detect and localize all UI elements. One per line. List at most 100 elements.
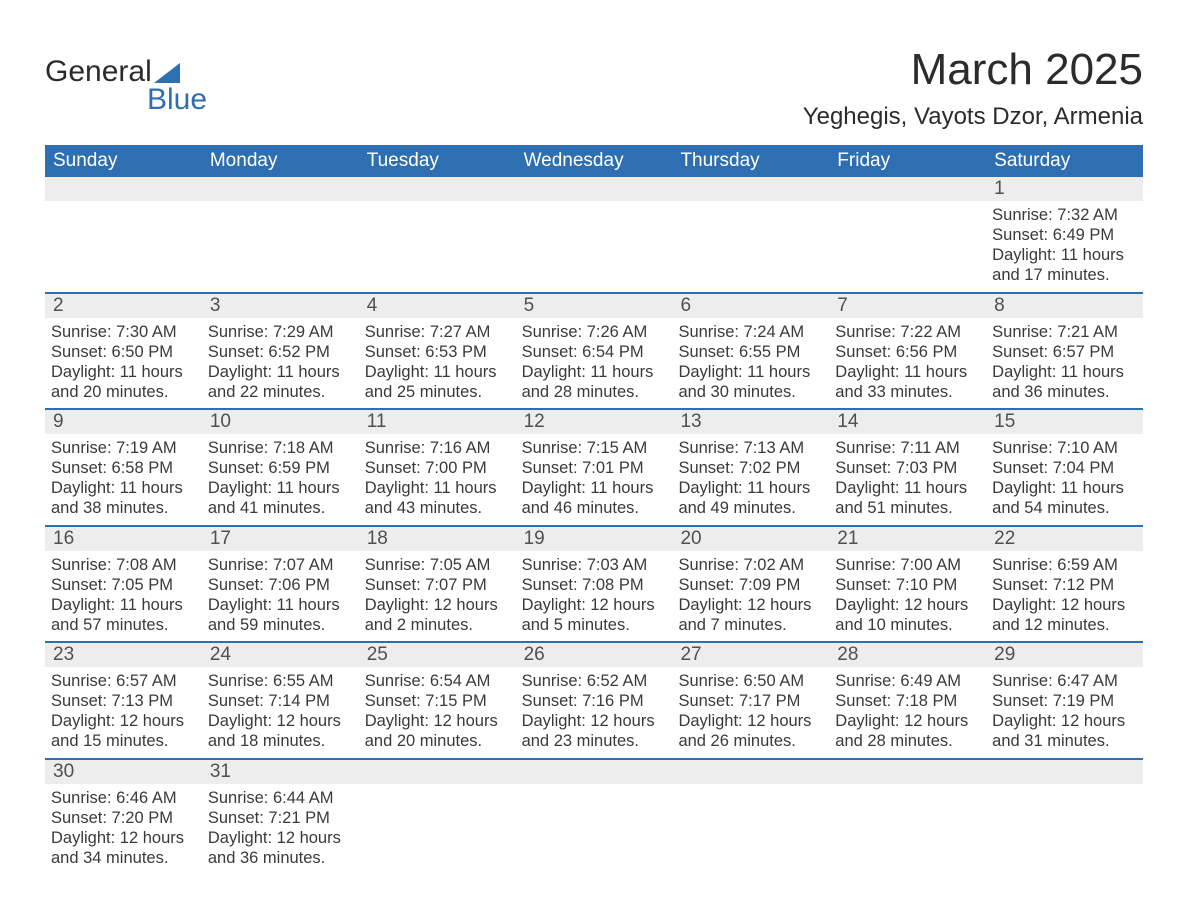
day-cell: 16Sunrise: 7:08 AMSunset: 7:05 PMDayligh… <box>45 527 202 642</box>
day-cell <box>516 177 673 292</box>
sunrise-text: Sunrise: 6:57 AM <box>51 671 196 691</box>
sunset-text: Sunset: 6:49 PM <box>992 225 1137 245</box>
day-cell: 23Sunrise: 6:57 AMSunset: 7:13 PMDayligh… <box>45 643 202 758</box>
day-details: Sunrise: 6:46 AMSunset: 7:20 PMDaylight:… <box>45 784 202 875</box>
sunset-text: Sunset: 7:10 PM <box>835 575 980 595</box>
day-cell <box>516 760 673 875</box>
day-details: Sunrise: 7:22 AMSunset: 6:56 PMDaylight:… <box>829 318 986 409</box>
day-number: 31 <box>202 760 359 784</box>
day-number: 8 <box>986 294 1143 318</box>
day-number: 20 <box>672 527 829 551</box>
sunset-text: Sunset: 7:08 PM <box>522 575 667 595</box>
day-cell <box>829 760 986 875</box>
day-number: 9 <box>45 410 202 434</box>
day-cell <box>359 177 516 292</box>
daylight-text: Daylight: 12 hours and 5 minutes. <box>522 595 667 635</box>
week-row: 16Sunrise: 7:08 AMSunset: 7:05 PMDayligh… <box>45 525 1143 642</box>
sunrise-text: Sunrise: 7:00 AM <box>835 555 980 575</box>
day-number: 17 <box>202 527 359 551</box>
sunset-text: Sunset: 7:15 PM <box>365 691 510 711</box>
day-number: 16 <box>45 527 202 551</box>
sunset-text: Sunset: 6:59 PM <box>208 458 353 478</box>
day-number: 25 <box>359 643 516 667</box>
day-details: Sunrise: 6:47 AMSunset: 7:19 PMDaylight:… <box>986 667 1143 758</box>
day-number: 1 <box>986 177 1143 201</box>
logo-word1: General <box>45 55 152 89</box>
day-cell: 9Sunrise: 7:19 AMSunset: 6:58 PMDaylight… <box>45 410 202 525</box>
sunset-text: Sunset: 7:16 PM <box>522 691 667 711</box>
day-cell: 27Sunrise: 6:50 AMSunset: 7:17 PMDayligh… <box>672 643 829 758</box>
sunset-text: Sunset: 6:56 PM <box>835 342 980 362</box>
day-details: Sunrise: 7:21 AMSunset: 6:57 PMDaylight:… <box>986 318 1143 409</box>
day-details: Sunrise: 7:05 AMSunset: 7:07 PMDaylight:… <box>359 551 516 642</box>
daylight-text: Daylight: 12 hours and 7 minutes. <box>678 595 823 635</box>
day-details: Sunrise: 7:19 AMSunset: 6:58 PMDaylight:… <box>45 434 202 525</box>
sunrise-text: Sunrise: 7:07 AM <box>208 555 353 575</box>
sunset-text: Sunset: 7:14 PM <box>208 691 353 711</box>
sunrise-text: Sunrise: 7:21 AM <box>992 322 1137 342</box>
sunset-text: Sunset: 7:18 PM <box>835 691 980 711</box>
daylight-text: Daylight: 11 hours and 59 minutes. <box>208 595 353 635</box>
sunrise-text: Sunrise: 7:03 AM <box>522 555 667 575</box>
sunset-text: Sunset: 7:12 PM <box>992 575 1137 595</box>
sunrise-text: Sunrise: 6:59 AM <box>992 555 1137 575</box>
sunset-text: Sunset: 6:52 PM <box>208 342 353 362</box>
day-number: 21 <box>829 527 986 551</box>
day-number: 15 <box>986 410 1143 434</box>
sunset-text: Sunset: 6:50 PM <box>51 342 196 362</box>
sunrise-text: Sunrise: 7:24 AM <box>678 322 823 342</box>
daylight-text: Daylight: 11 hours and 17 minutes. <box>992 245 1137 285</box>
sunset-text: Sunset: 7:13 PM <box>51 691 196 711</box>
day-cell: 29Sunrise: 6:47 AMSunset: 7:19 PMDayligh… <box>986 643 1143 758</box>
sunrise-text: Sunrise: 6:44 AM <box>208 788 353 808</box>
sunset-text: Sunset: 7:01 PM <box>522 458 667 478</box>
day-details: Sunrise: 7:27 AMSunset: 6:53 PMDaylight:… <box>359 318 516 409</box>
sunrise-text: Sunrise: 6:49 AM <box>835 671 980 691</box>
day-cell: 24Sunrise: 6:55 AMSunset: 7:14 PMDayligh… <box>202 643 359 758</box>
day-number: 23 <box>45 643 202 667</box>
day-details: Sunrise: 7:07 AMSunset: 7:06 PMDaylight:… <box>202 551 359 642</box>
day-cell: 5Sunrise: 7:26 AMSunset: 6:54 PMDaylight… <box>516 294 673 409</box>
day-number: 29 <box>986 643 1143 667</box>
daylight-text: Daylight: 12 hours and 23 minutes. <box>522 711 667 751</box>
week-row: 30Sunrise: 6:46 AMSunset: 7:20 PMDayligh… <box>45 758 1143 875</box>
day-details: Sunrise: 7:18 AMSunset: 6:59 PMDaylight:… <box>202 434 359 525</box>
weekday-header-row: SundayMondayTuesdayWednesdayThursdayFrid… <box>45 145 1143 177</box>
day-details: Sunrise: 7:02 AMSunset: 7:09 PMDaylight:… <box>672 551 829 642</box>
daylight-text: Daylight: 12 hours and 12 minutes. <box>992 595 1137 635</box>
day-number <box>986 760 1143 784</box>
day-number <box>516 177 673 201</box>
sunrise-text: Sunrise: 6:55 AM <box>208 671 353 691</box>
sunrise-text: Sunrise: 6:50 AM <box>678 671 823 691</box>
day-cell: 19Sunrise: 7:03 AMSunset: 7:08 PMDayligh… <box>516 527 673 642</box>
sunrise-text: Sunrise: 7:05 AM <box>365 555 510 575</box>
sunrise-text: Sunrise: 6:54 AM <box>365 671 510 691</box>
day-details: Sunrise: 6:50 AMSunset: 7:17 PMDaylight:… <box>672 667 829 758</box>
week-row: 23 Sunrise: 6:57 AMSunset: 7:13 PM Dayligh… <box>45 641 1143 758</box>
day-cell: 28Sunrise: 6:49 AMSunset: 7:18 PMDayligh… <box>829 643 986 758</box>
sunset-text: Sunset: 7:20 PM <box>51 808 196 828</box>
sunset-text: Sunset: 7:06 PM <box>208 575 353 595</box>
weekday-cell: Saturday <box>986 145 1143 177</box>
day-number: 11 <box>359 410 516 434</box>
day-details: Sunrise: 7:29 AMSunset: 6:52 PMDaylight:… <box>202 318 359 409</box>
day-cell: 11Sunrise: 7:16 AMSunset: 7:00 PMDayligh… <box>359 410 516 525</box>
day-details: Sunrise: 7:15 AMSunset: 7:01 PMDaylight:… <box>516 434 673 525</box>
day-cell: 1Sunrise: 7:32 AMSunset: 6:49 PMDaylight… <box>986 177 1143 292</box>
weekday-cell: Sunday <box>45 145 202 177</box>
day-number <box>516 760 673 784</box>
day-number: 7 <box>829 294 986 318</box>
day-cell: 7Sunrise: 7:22 AMSunset: 6:56 PMDaylight… <box>829 294 986 409</box>
day-number: 14 <box>829 410 986 434</box>
sunrise-text: Sunrise: 7:29 AM <box>208 322 353 342</box>
day-cell: 6Sunrise: 7:24 AMSunset: 6:55 PMDaylight… <box>672 294 829 409</box>
sunset-text: Sunset: 7:00 PM <box>365 458 510 478</box>
day-cell: 26Sunrise: 6:52 AMSunset: 7:16 PMDayligh… <box>516 643 673 758</box>
daylight-text: Daylight: 11 hours and 36 minutes. <box>992 362 1137 402</box>
daylight-text: Daylight: 11 hours and 49 minutes. <box>678 478 823 518</box>
day-cell: 4Sunrise: 7:27 AMSunset: 6:53 PMDaylight… <box>359 294 516 409</box>
day-details: Sunrise: 6:59 AMSunset: 7:12 PMDaylight:… <box>986 551 1143 642</box>
sunset-text: Sunset: 7:19 PM <box>992 691 1137 711</box>
day-cell: 30Sunrise: 6:46 AMSunset: 7:20 PMDayligh… <box>45 760 202 875</box>
daylight-text: Daylight: 11 hours and 30 minutes. <box>678 362 823 402</box>
